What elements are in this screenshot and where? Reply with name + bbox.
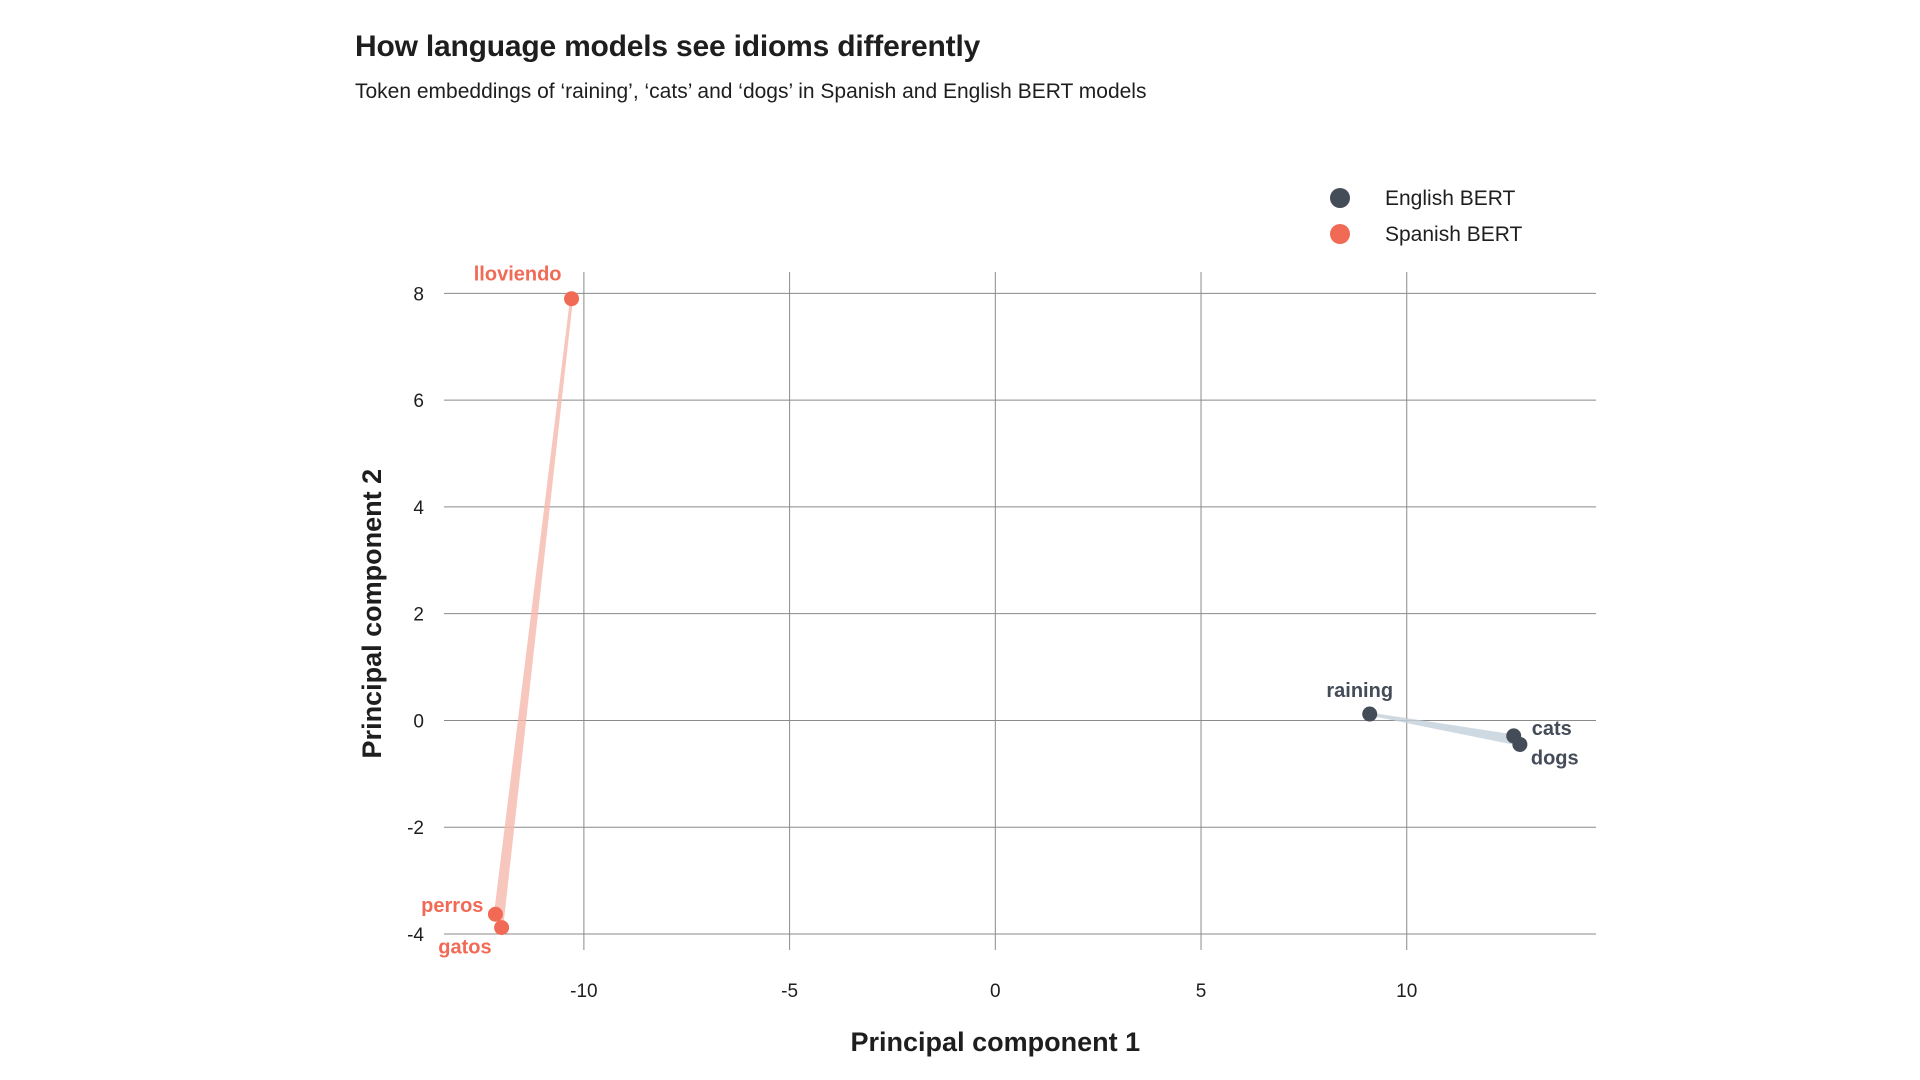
legend-label: Spanish BERT: [1385, 223, 1523, 246]
point-label: cats: [1532, 718, 1572, 740]
grid-lines: [444, 272, 1596, 950]
y-tick-label: 6: [413, 391, 424, 412]
data-point: [564, 291, 580, 307]
y-tick-label: 8: [413, 284, 424, 305]
y-tick-label: 2: [413, 605, 424, 626]
x-axis-title: Principal component 1: [851, 1027, 1141, 1057]
legend-marker: [1330, 224, 1350, 244]
x-tick-label: -10: [570, 981, 597, 1002]
data-point: [1512, 736, 1528, 752]
y-tick-label: -2: [407, 818, 424, 839]
cluster-links: [493, 297, 1522, 930]
y-tick-label: -4: [407, 925, 424, 946]
cluster-link: [493, 297, 574, 930]
x-tick-label: 5: [1196, 981, 1207, 1002]
legend-marker: [1330, 188, 1350, 208]
data-points: [487, 291, 1528, 936]
chart-subtitle: Token embeddings of ‘raining’, ‘cats’ an…: [355, 80, 1147, 103]
y-tick-label: 4: [413, 498, 424, 519]
chart-title: How language models see idioms different…: [355, 30, 981, 63]
point-label: gatos: [438, 937, 491, 959]
legend-label: English BERT: [1385, 187, 1516, 210]
point-label: dogs: [1531, 747, 1579, 769]
data-point: [487, 906, 503, 922]
legend: English BERT Spanish BERT: [1330, 187, 1523, 246]
x-tick-label: 0: [990, 981, 1001, 1002]
point-label: raining: [1326, 680, 1393, 702]
data-point: [1362, 706, 1378, 722]
tick-labels: -4 -2 0 2 4 6 8 -10 -5 0 5 10: [407, 284, 1417, 1002]
y-tick-label: 0: [413, 711, 424, 732]
y-axis-title: Principal component 2: [357, 469, 387, 759]
cluster-link: [1368, 712, 1522, 746]
x-tick-label: 10: [1396, 981, 1417, 1002]
x-tick-label: -5: [781, 981, 798, 1002]
point-labels: raining cats dogs lloviendo perros gatos: [421, 264, 1578, 959]
data-point: [494, 920, 510, 936]
point-label: lloviendo: [474, 264, 562, 286]
point-label: perros: [421, 895, 483, 917]
